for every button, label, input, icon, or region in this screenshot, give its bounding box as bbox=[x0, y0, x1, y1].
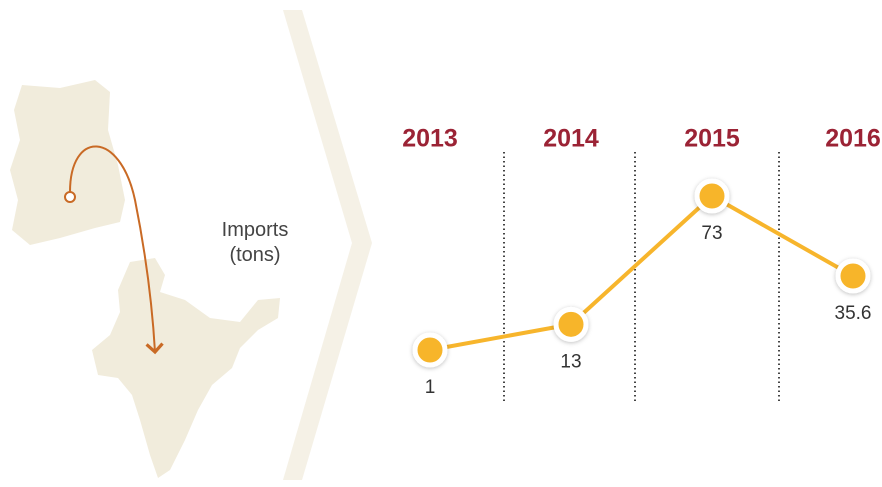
line bbox=[429, 193, 854, 352]
data-point bbox=[835, 258, 871, 294]
india-map bbox=[92, 258, 280, 478]
data-label: 1 bbox=[425, 377, 436, 398]
x-tick-label: 2015 bbox=[684, 125, 740, 153]
data-label: 35.6 bbox=[835, 303, 872, 324]
data-point bbox=[694, 178, 730, 214]
x-tick-label: 2013 bbox=[402, 125, 458, 153]
data-label: 13 bbox=[560, 351, 581, 372]
x-tick-label: 2016 bbox=[825, 125, 881, 153]
data-point bbox=[412, 332, 448, 368]
origin-marker bbox=[64, 191, 76, 203]
data-label: 73 bbox=[701, 223, 722, 244]
trade-arrow bbox=[69, 145, 164, 355]
x-tick-label: 2014 bbox=[543, 125, 599, 153]
ghana-map bbox=[10, 80, 125, 245]
y-axis-label: Imports (tons) bbox=[221, 219, 289, 266]
divider bbox=[283, 10, 372, 480]
data-point bbox=[553, 306, 589, 342]
